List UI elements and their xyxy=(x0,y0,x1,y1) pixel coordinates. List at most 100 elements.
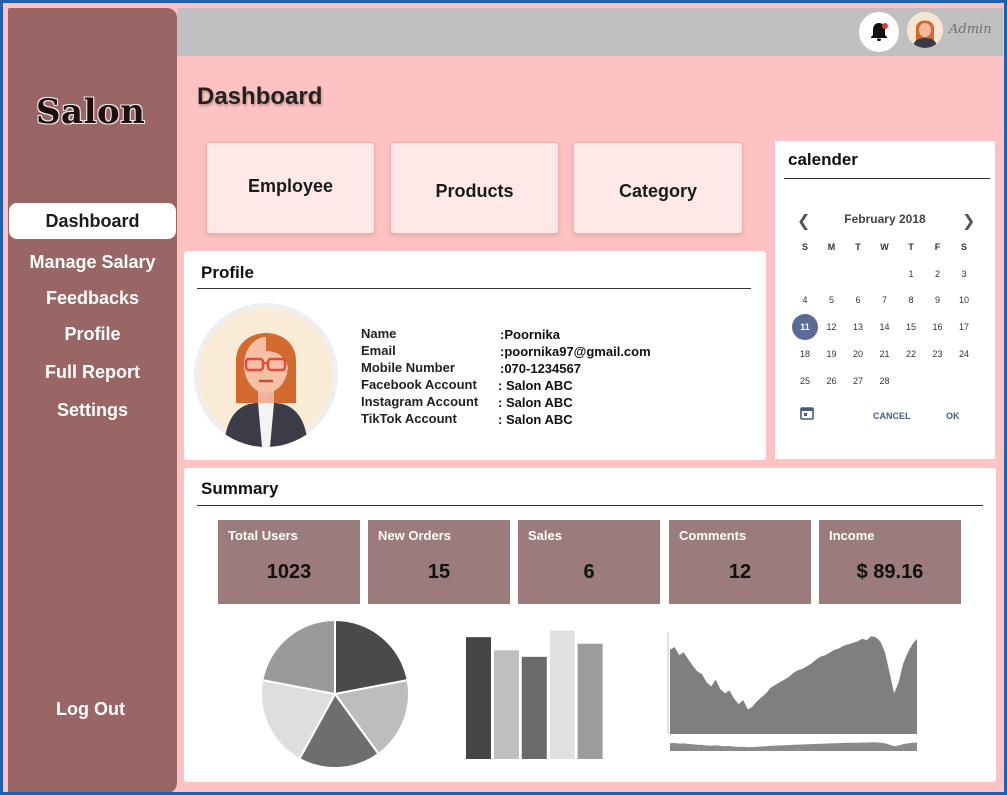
calendar-day[interactable]: 8 xyxy=(908,295,914,306)
bar xyxy=(577,643,603,759)
category-card[interactable]: Category xyxy=(573,142,743,234)
stat-label: New Orders xyxy=(378,528,451,543)
calendar-day[interactable]: 10 xyxy=(958,295,969,306)
bar xyxy=(521,656,547,759)
bar xyxy=(493,650,519,759)
calendar-day[interactable]: 1 xyxy=(908,268,914,279)
employee-card[interactable]: Employee xyxy=(206,142,375,234)
mobile-label: Mobile Number xyxy=(361,360,455,375)
calendar-day[interactable]: 9 xyxy=(934,295,940,306)
logout-button[interactable]: Log Out xyxy=(3,699,178,720)
sidebar: Salon Dashboard Manage Salary Feedbacks … xyxy=(8,8,177,792)
divider xyxy=(197,505,983,506)
top-bar: Admin xyxy=(177,8,1003,56)
admin-avatar[interactable] xyxy=(907,12,943,48)
calendar-day[interactable]: 3 xyxy=(961,268,967,279)
calendar-day[interactable]: 21 xyxy=(879,348,890,359)
pie-slice xyxy=(297,692,380,769)
calendar-day[interactable]: 27 xyxy=(852,375,863,386)
admin-label[interactable]: Admin xyxy=(949,22,992,37)
calendar-day[interactable]: 14 xyxy=(879,322,890,333)
mobile-value: :070-1234567 xyxy=(500,361,581,376)
stat-value: 15 xyxy=(427,561,451,583)
products-card[interactable]: Products xyxy=(390,142,559,234)
name-label: Name xyxy=(361,326,397,341)
calendar-day-selected[interactable]: 11 xyxy=(792,314,818,341)
bar xyxy=(466,637,491,759)
sidebar-item-full-report[interactable]: Full Report xyxy=(8,362,177,383)
calendar-day[interactable]: 25 xyxy=(799,375,810,386)
sidebar-item-dashboard[interactable]: Dashboard xyxy=(9,203,176,239)
calendar-day[interactable]: 20 xyxy=(852,348,863,359)
calendar-day[interactable]: 28 xyxy=(879,375,890,386)
calendar-month: February 2018 xyxy=(844,212,926,226)
instagram-label: Instagram Account xyxy=(361,394,479,409)
sidebar-item-manage-salary[interactable]: Manage Salary xyxy=(8,252,177,273)
stat-card-sales[interactable]: Sales 6 xyxy=(518,520,660,604)
profile-panel: Profile Name :Poornika Email :poornika97… xyxy=(184,251,766,460)
weekday-header: S xyxy=(801,242,808,252)
pie-slice xyxy=(334,618,409,696)
calendar-day[interactable]: 17 xyxy=(958,322,969,333)
pie-slice xyxy=(333,678,410,756)
weekday-header: M xyxy=(827,242,836,252)
sidebar-item-label: Manage Salary xyxy=(29,252,156,272)
calendar-day[interactable]: 22 xyxy=(905,348,916,359)
calendar-day[interactable]: 5 xyxy=(828,295,834,306)
divider xyxy=(197,288,751,289)
calendar-icon[interactable] xyxy=(800,406,814,422)
pie-chart xyxy=(260,618,410,769)
calendar-day[interactable]: 26 xyxy=(826,375,837,386)
weekday-header: T xyxy=(855,242,861,252)
summary-panel: Summary Total Users 1023 New Orders 15 S… xyxy=(184,468,996,782)
stat-card-comments[interactable]: Comments 12 xyxy=(669,520,811,604)
logout-label: Log Out xyxy=(56,699,125,719)
stat-value: $ 89.16 xyxy=(856,561,924,583)
calendar-day[interactable]: 2 xyxy=(934,268,940,279)
calendar-day[interactable]: 15 xyxy=(905,322,916,333)
email-value: :poornika97@gmail.com xyxy=(500,344,651,359)
calendar-day[interactable]: 23 xyxy=(932,348,943,359)
calendar-day[interactable]: 6 xyxy=(855,295,861,306)
calendar-day[interactable]: 24 xyxy=(958,348,969,359)
notification-button[interactable] xyxy=(859,12,899,52)
calendar-day[interactable]: 19 xyxy=(826,348,837,359)
sidebar-item-label: Full Report xyxy=(45,362,140,382)
stat-label: Comments xyxy=(679,528,747,543)
pie-slice xyxy=(261,618,336,696)
calendar-day[interactable]: 7 xyxy=(881,295,887,306)
calendar-cancel-button[interactable]: CANCEL xyxy=(873,411,911,421)
stat-card-new-orders[interactable]: New Orders 15 xyxy=(368,520,510,604)
overview-strip[interactable] xyxy=(670,742,917,751)
sidebar-item-feedbacks[interactable]: Feedbacks xyxy=(8,288,177,309)
chevron-left-icon[interactable]: ❮ xyxy=(797,213,811,230)
stat-label: Sales xyxy=(528,528,562,543)
facebook-value: : Salon ABC xyxy=(498,378,573,393)
calendar-day[interactable]: 16 xyxy=(932,322,943,333)
divider xyxy=(784,178,990,179)
calendar-day[interactable]: 12 xyxy=(826,322,837,333)
sidebar-item-settings[interactable]: Settings xyxy=(8,400,177,421)
card-label: Products xyxy=(435,181,514,201)
calendar-day[interactable]: 13 xyxy=(852,322,863,333)
stat-value: 12 xyxy=(728,561,752,583)
calendar-title: calender xyxy=(788,150,858,169)
card-label: Employee xyxy=(247,176,334,196)
calendar-day[interactable]: 4 xyxy=(802,295,808,306)
stat-card-income[interactable]: Income $ 89.16 xyxy=(819,520,961,604)
instagram-value: : Salon ABC xyxy=(498,395,573,410)
calendar-ok-button[interactable]: OK xyxy=(946,411,960,421)
chevron-right-icon[interactable]: ❯ xyxy=(962,213,976,230)
stat-value: 1023 xyxy=(266,561,312,583)
weekday-header: F xyxy=(934,242,941,252)
stat-label: Income xyxy=(829,528,875,543)
tiktok-label: TikTok Account xyxy=(361,411,457,426)
stat-card-total-users[interactable]: Total Users 1023 xyxy=(218,520,360,604)
tiktok-value: : Salon ABC xyxy=(498,412,573,427)
sidebar-item-profile[interactable]: Profile xyxy=(8,324,177,345)
email-label: Email xyxy=(361,343,396,358)
calendar-day[interactable]: 18 xyxy=(799,348,810,359)
sidebar-item-label: Settings xyxy=(56,400,128,420)
pie-slice xyxy=(260,678,337,761)
